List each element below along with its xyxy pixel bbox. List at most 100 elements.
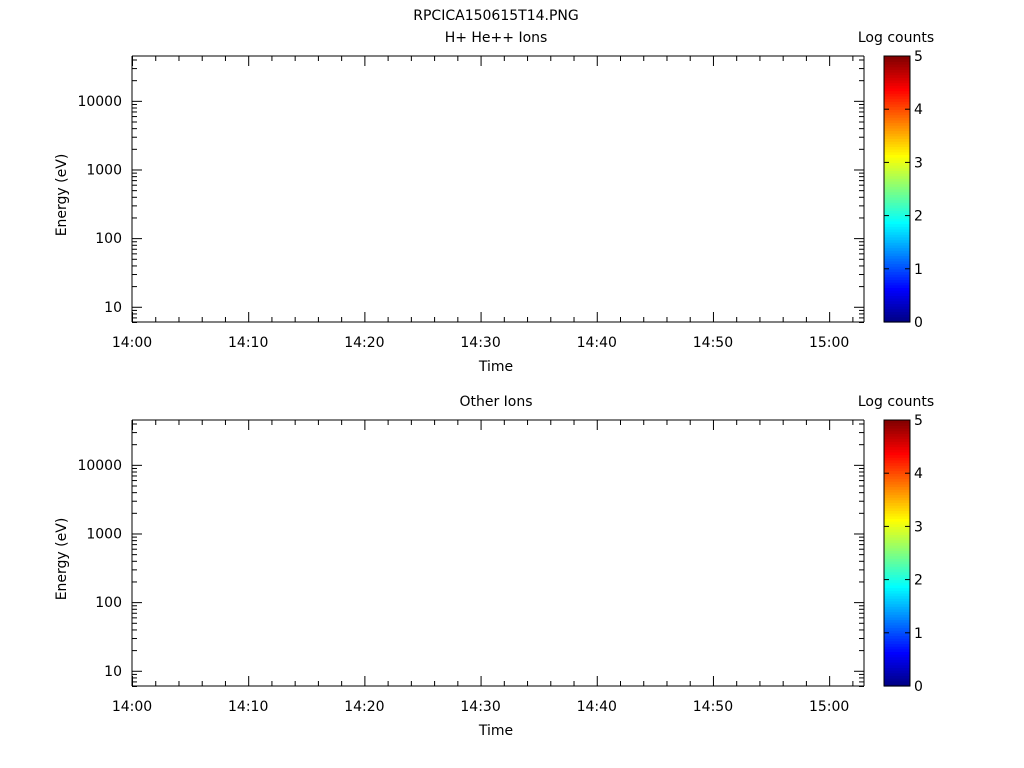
colorbar-segment — [884, 627, 910, 631]
colorbar-segment — [884, 654, 910, 658]
colorbar-segment — [884, 521, 910, 525]
colorbar-segment — [884, 234, 910, 238]
colorbar-segment — [884, 598, 910, 602]
colorbar-segment — [884, 497, 910, 501]
x-tick-label: 15:00 — [809, 335, 849, 351]
colorbar-segment — [884, 157, 910, 161]
colorbar-segment — [884, 467, 910, 472]
colorbar-segment — [884, 648, 910, 653]
colorbar-segment — [884, 427, 910, 432]
colorbar-segment — [884, 276, 910, 281]
y-axis-label: Energy (eV) — [54, 518, 70, 601]
colorbar-segment — [884, 534, 910, 538]
panel-h-he-ions: H+ He++ Ions Energy (eV) Time Log counts… — [54, 30, 934, 375]
colorbar-segment — [884, 79, 910, 84]
colorbar-segment — [884, 218, 910, 222]
colorbar-segment — [884, 98, 910, 102]
colorbar-segment — [884, 515, 910, 520]
colorbar-segment — [884, 308, 910, 312]
colorbar-segment — [884, 576, 910, 581]
colorbar-segment — [884, 85, 910, 89]
colorbar-segment — [884, 215, 910, 219]
colorbar-segment — [884, 165, 910, 169]
colorbar-segment — [884, 560, 910, 565]
colorbar-segment — [884, 465, 910, 469]
colorbar: 0 1 2 3 4 5 — [883, 49, 923, 331]
colorbar-segment — [884, 274, 910, 278]
colorbar-segment — [884, 608, 910, 613]
colorbar-segment — [884, 451, 910, 456]
colorbar-segment — [884, 545, 910, 549]
colorbar-segment — [884, 63, 910, 68]
colorbar-tick-label: 0 — [914, 679, 923, 695]
colorbar-segment — [884, 646, 910, 650]
colorbar-segment — [884, 319, 910, 323]
colorbar-segment — [884, 590, 910, 594]
colorbar-tick-label: 2 — [914, 209, 923, 225]
colorbar-segment — [884, 640, 910, 645]
colorbar-segment — [884, 141, 910, 145]
colorbar-segment — [884, 204, 910, 209]
colorbar-segment — [884, 632, 910, 637]
colorbar-segment — [884, 103, 910, 108]
colorbar-label: Log counts — [858, 30, 934, 46]
colorbar-segment — [884, 494, 910, 498]
colorbar-segment — [884, 571, 910, 575]
colorbar-segment — [884, 167, 910, 171]
colorbar-segment — [884, 667, 910, 671]
colorbar-segment — [884, 263, 910, 267]
colorbar-segment — [884, 260, 910, 265]
colorbar-segment — [884, 56, 910, 60]
colorbar-segment — [884, 87, 910, 92]
colorbar-segment — [884, 630, 910, 634]
x-tick-label: 14:30 — [460, 699, 500, 715]
colorbar-segment — [884, 547, 910, 551]
x-tick-label: 14:00 — [112, 699, 152, 715]
colorbar-segment — [884, 314, 910, 318]
colorbar-segment — [884, 244, 910, 249]
colorbar-segment — [884, 454, 910, 458]
colorbar-segment — [884, 670, 910, 674]
colorbar-segment — [884, 638, 910, 642]
colorbar-segment — [884, 173, 910, 177]
colorbar-segment — [884, 643, 910, 647]
colorbar-segment — [884, 558, 910, 562]
colorbar-tick-label: 1 — [914, 262, 923, 278]
colorbar-segment — [884, 159, 910, 163]
colorbar-segment — [884, 223, 910, 227]
colorbar-segment — [884, 425, 910, 429]
colorbar-segment — [884, 133, 910, 137]
colorbar-segment — [884, 656, 910, 660]
x-tick-label: 14:50 — [693, 699, 733, 715]
colorbar-segment — [884, 531, 910, 535]
colorbar-segment — [884, 672, 910, 676]
colorbar-tick-label: 1 — [914, 626, 923, 642]
colorbar-segment — [884, 271, 910, 275]
x-axis-label: Time — [478, 723, 513, 739]
colorbar: 0 1 2 3 4 5 — [883, 413, 923, 695]
colorbar-segment — [884, 675, 910, 679]
colorbar-segment — [884, 127, 910, 132]
colorbar-segment — [884, 619, 910, 623]
colorbar-segment — [884, 568, 910, 573]
colorbar-segment — [884, 212, 910, 217]
y-tick-label: 10000 — [77, 458, 122, 474]
colorbar-segment — [884, 481, 910, 485]
colorbar-segment — [884, 95, 910, 100]
y-tick-label: 100 — [95, 231, 122, 247]
colorbar-segment — [884, 199, 910, 203]
colorbar-segment — [884, 162, 910, 166]
colorbar-segment — [884, 210, 910, 214]
x-axis-label: Time — [478, 359, 513, 375]
colorbar-segment — [884, 109, 910, 113]
colorbar-segment — [884, 122, 910, 126]
colorbar-segment — [884, 582, 910, 586]
colorbar-segment — [884, 186, 910, 190]
colorbar-segment — [884, 499, 910, 504]
panel-title: H+ He++ Ions — [445, 30, 548, 46]
colorbar-segment — [884, 303, 910, 307]
colorbar-segment — [884, 178, 910, 182]
colorbar-segment — [884, 183, 910, 187]
colorbar-segment — [884, 252, 910, 257]
